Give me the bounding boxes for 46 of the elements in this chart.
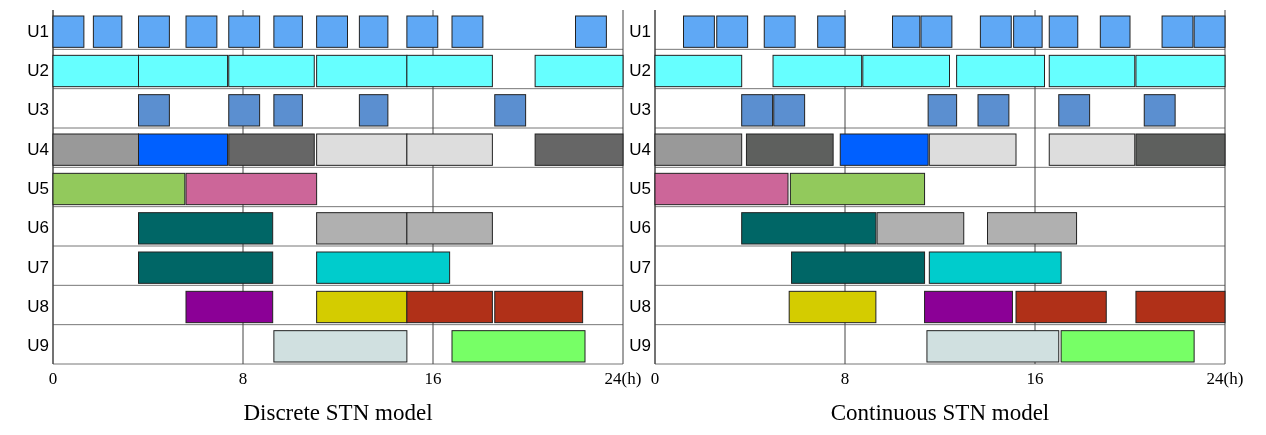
y-tick-label: U6 — [629, 218, 651, 238]
y-tick-label: U3 — [27, 100, 49, 120]
y-tick-label: U2 — [27, 61, 49, 80]
bar — [791, 251, 926, 284]
y-tick-label: U1 — [27, 21, 49, 41]
y-tick-label: U5 — [27, 179, 49, 198]
y-tick-label: U1 — [629, 21, 651, 41]
y-tick-label: U5 — [629, 179, 651, 198]
bar — [788, 290, 877, 324]
x-tick-label: 0 — [48, 369, 58, 388]
bar — [316, 251, 451, 284]
y-tick-label: U8 — [27, 297, 49, 316]
x-tick-label: 8 — [238, 369, 248, 388]
bar — [1048, 15, 1079, 48]
y-tick-label: U6 — [27, 218, 49, 238]
y-tick-label: U9 — [27, 336, 49, 356]
y-tick-label: U8 — [629, 297, 651, 316]
bar — [273, 330, 408, 363]
y-tick-label: U7 — [629, 257, 651, 277]
bar — [358, 15, 389, 48]
y-tick-label: U7 — [27, 257, 49, 277]
text: Discrete STN model — [243, 400, 433, 425]
bar — [406, 15, 439, 48]
bar — [138, 212, 274, 245]
bar — [316, 15, 348, 48]
y-tick-label: U9 — [629, 336, 651, 356]
x-tick-label: 16 — [1026, 369, 1044, 388]
x-tick-label: 0 — [650, 369, 660, 388]
x-tick-label: 8 — [840, 369, 850, 388]
y-tick-label: U4 — [629, 139, 651, 159]
y-tick-label: U4 — [27, 139, 49, 159]
x-tick-label: 24(h) — [1206, 369, 1244, 388]
bar — [654, 133, 743, 166]
y-tick-label: U3 — [629, 100, 651, 120]
x-tick-label: 24(h) — [604, 369, 642, 388]
bar — [451, 330, 586, 363]
bar — [575, 15, 607, 48]
x-tick-label: 16 — [424, 369, 442, 388]
bar — [451, 15, 484, 48]
y-tick-label: U2 — [629, 61, 651, 80]
bar — [138, 251, 274, 284]
bar — [928, 251, 1062, 284]
bar — [1099, 15, 1131, 48]
bar — [924, 290, 1013, 324]
text: Continuous STN model — [830, 400, 1050, 425]
bar — [185, 290, 274, 324]
